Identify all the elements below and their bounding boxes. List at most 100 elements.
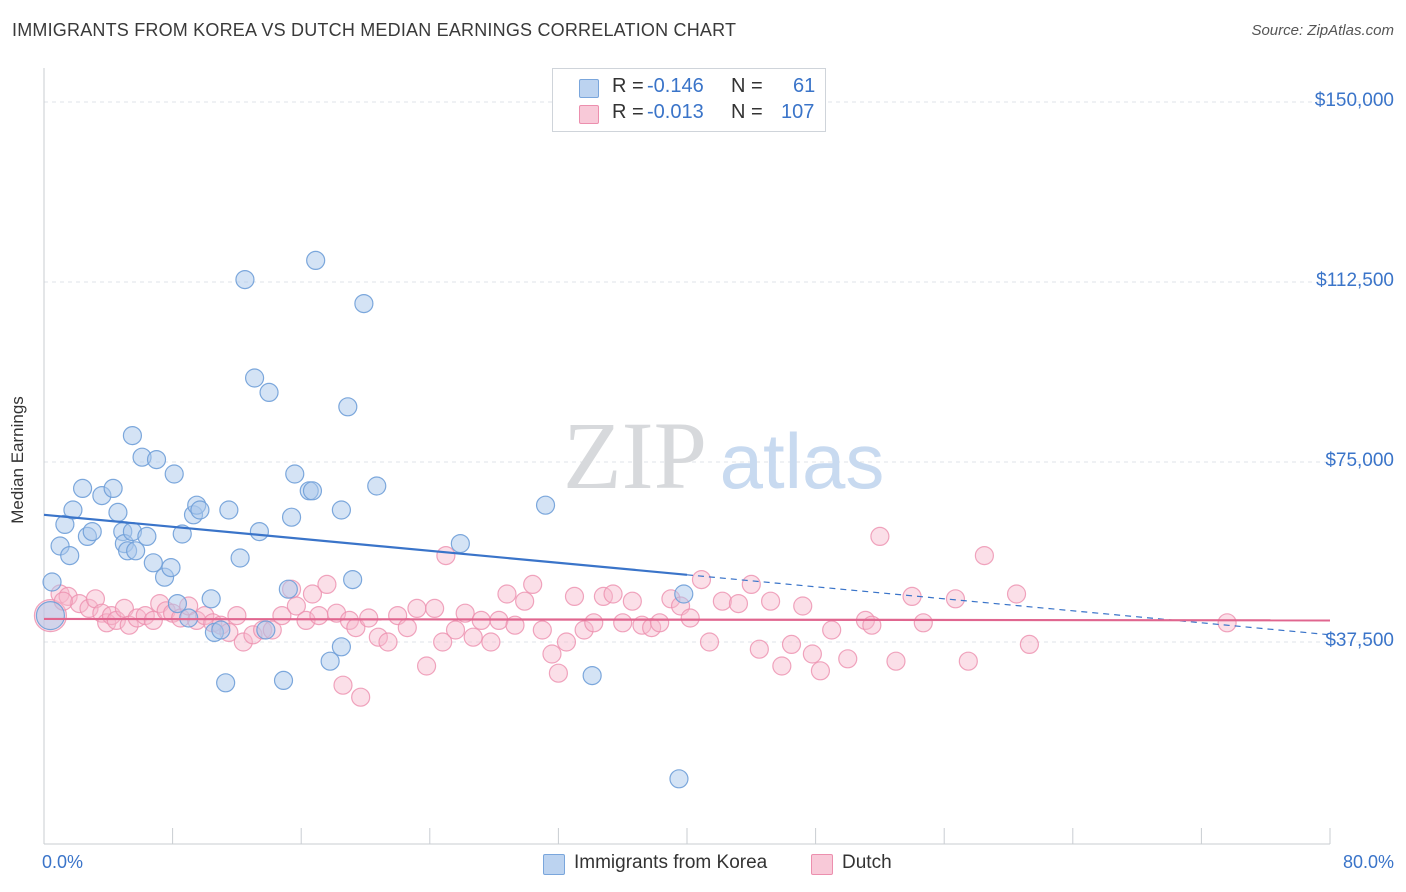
dutch-point	[574, 620, 594, 640]
grid-layer	[44, 101, 1390, 643]
korea-point	[273, 670, 294, 691]
dutch-point	[749, 639, 769, 659]
korea-point	[172, 524, 192, 544]
korea-point	[256, 620, 276, 640]
korea-point	[331, 500, 351, 520]
watermark-atlas: atlas	[720, 417, 885, 505]
korea-point	[338, 397, 358, 417]
dutch-point	[497, 584, 517, 604]
korea-point	[320, 651, 340, 671]
dutch-point	[699, 632, 720, 652]
korea-point	[285, 464, 305, 484]
dutch-point	[309, 605, 329, 626]
legend-swatch-dutch	[811, 854, 833, 875]
series-legend-korea-label: Immigrants from Korea	[574, 852, 768, 873]
dutch-point	[781, 634, 802, 655]
dutch-point	[433, 632, 453, 652]
y-tick-label: $37,500	[1325, 630, 1394, 651]
korea-point	[143, 553, 163, 573]
x-axis-max-label: 80.0%	[1342, 852, 1394, 872]
dutch-point	[548, 663, 569, 683]
korea-point	[249, 521, 270, 542]
dutch-point	[302, 584, 323, 604]
korea-point	[122, 426, 143, 446]
legend-r-label: R =	[612, 75, 644, 97]
korea-point	[108, 502, 128, 523]
korea-point	[582, 665, 602, 686]
dutch-point	[760, 591, 781, 611]
dutch-point	[436, 545, 456, 566]
dutch-point	[407, 598, 427, 619]
dutch-point	[416, 656, 437, 676]
legend-r-label: R =	[612, 101, 644, 123]
dutch-point	[397, 617, 417, 638]
dutch-point	[317, 574, 337, 595]
legend-r-value: -0.146	[647, 75, 704, 97]
dutch-point	[913, 613, 933, 633]
korea-point	[281, 507, 302, 527]
korea-point	[354, 294, 374, 314]
korea-trend-extension	[686, 574, 1331, 636]
dutch-point	[505, 615, 525, 635]
dutch-point	[603, 584, 623, 604]
korea-point	[137, 526, 157, 547]
dutch-point	[564, 586, 585, 607]
dutch-point	[1217, 613, 1237, 633]
dutch-point	[333, 675, 353, 695]
dutch-point	[227, 605, 247, 626]
legend-n-value: 61	[793, 75, 816, 97]
dutch-point	[772, 656, 792, 676]
dutch-point	[515, 591, 535, 611]
y-axis-label: Median Earnings	[8, 396, 27, 524]
dutch-point	[822, 620, 842, 640]
legend-swatch-dutch	[579, 105, 599, 124]
korea-point	[167, 593, 188, 614]
trend-layer	[43, 513, 1331, 636]
korea-point	[216, 673, 236, 693]
dutch-point	[296, 610, 316, 631]
korea-trend-line	[43, 513, 688, 576]
x-axis-min-label: 0.0%	[42, 852, 84, 872]
korea-point	[179, 608, 199, 628]
korea-point	[669, 769, 689, 789]
dutch-point	[613, 613, 633, 633]
korea-point	[190, 500, 210, 520]
y-tick-label: $150,000	[1314, 90, 1394, 111]
korea-point	[230, 548, 250, 568]
dutch-point	[378, 632, 398, 652]
dutch-point	[691, 569, 712, 590]
legend-swatch-korea	[543, 854, 565, 875]
dutch-point	[463, 627, 483, 647]
korea-point	[35, 600, 66, 631]
watermark-zip: ZIP	[563, 402, 707, 509]
dutch-point	[455, 603, 475, 623]
dutch-point	[119, 615, 139, 635]
dutch-point	[584, 613, 604, 633]
dutch-point	[233, 632, 253, 652]
dutch-point	[741, 574, 761, 595]
dutch-point	[425, 598, 445, 619]
dutch-point	[945, 589, 966, 609]
axis-layer	[43, 68, 1331, 845]
korea-point	[343, 569, 363, 590]
korea-point	[82, 521, 102, 542]
dutch-point	[85, 589, 106, 609]
watermark: ZIP atlas	[563, 402, 884, 509]
dutch-point	[523, 574, 543, 595]
dutch-point	[556, 632, 577, 652]
dutch-point	[802, 644, 822, 664]
dutch-point	[368, 627, 388, 647]
dutch-point	[143, 610, 163, 631]
korea-point	[535, 495, 556, 515]
dutch-point	[359, 608, 379, 628]
korea-point	[450, 533, 470, 554]
korea-point	[211, 620, 231, 640]
dutch-point	[974, 545, 994, 566]
korea-point	[161, 557, 181, 578]
korea-point	[146, 450, 167, 470]
series-legend-dutch-label: Dutch	[842, 852, 892, 873]
korea-point	[302, 481, 323, 501]
legend-r-value: -0.013	[647, 101, 704, 123]
korea-point	[164, 464, 184, 484]
korea-point	[367, 476, 387, 496]
